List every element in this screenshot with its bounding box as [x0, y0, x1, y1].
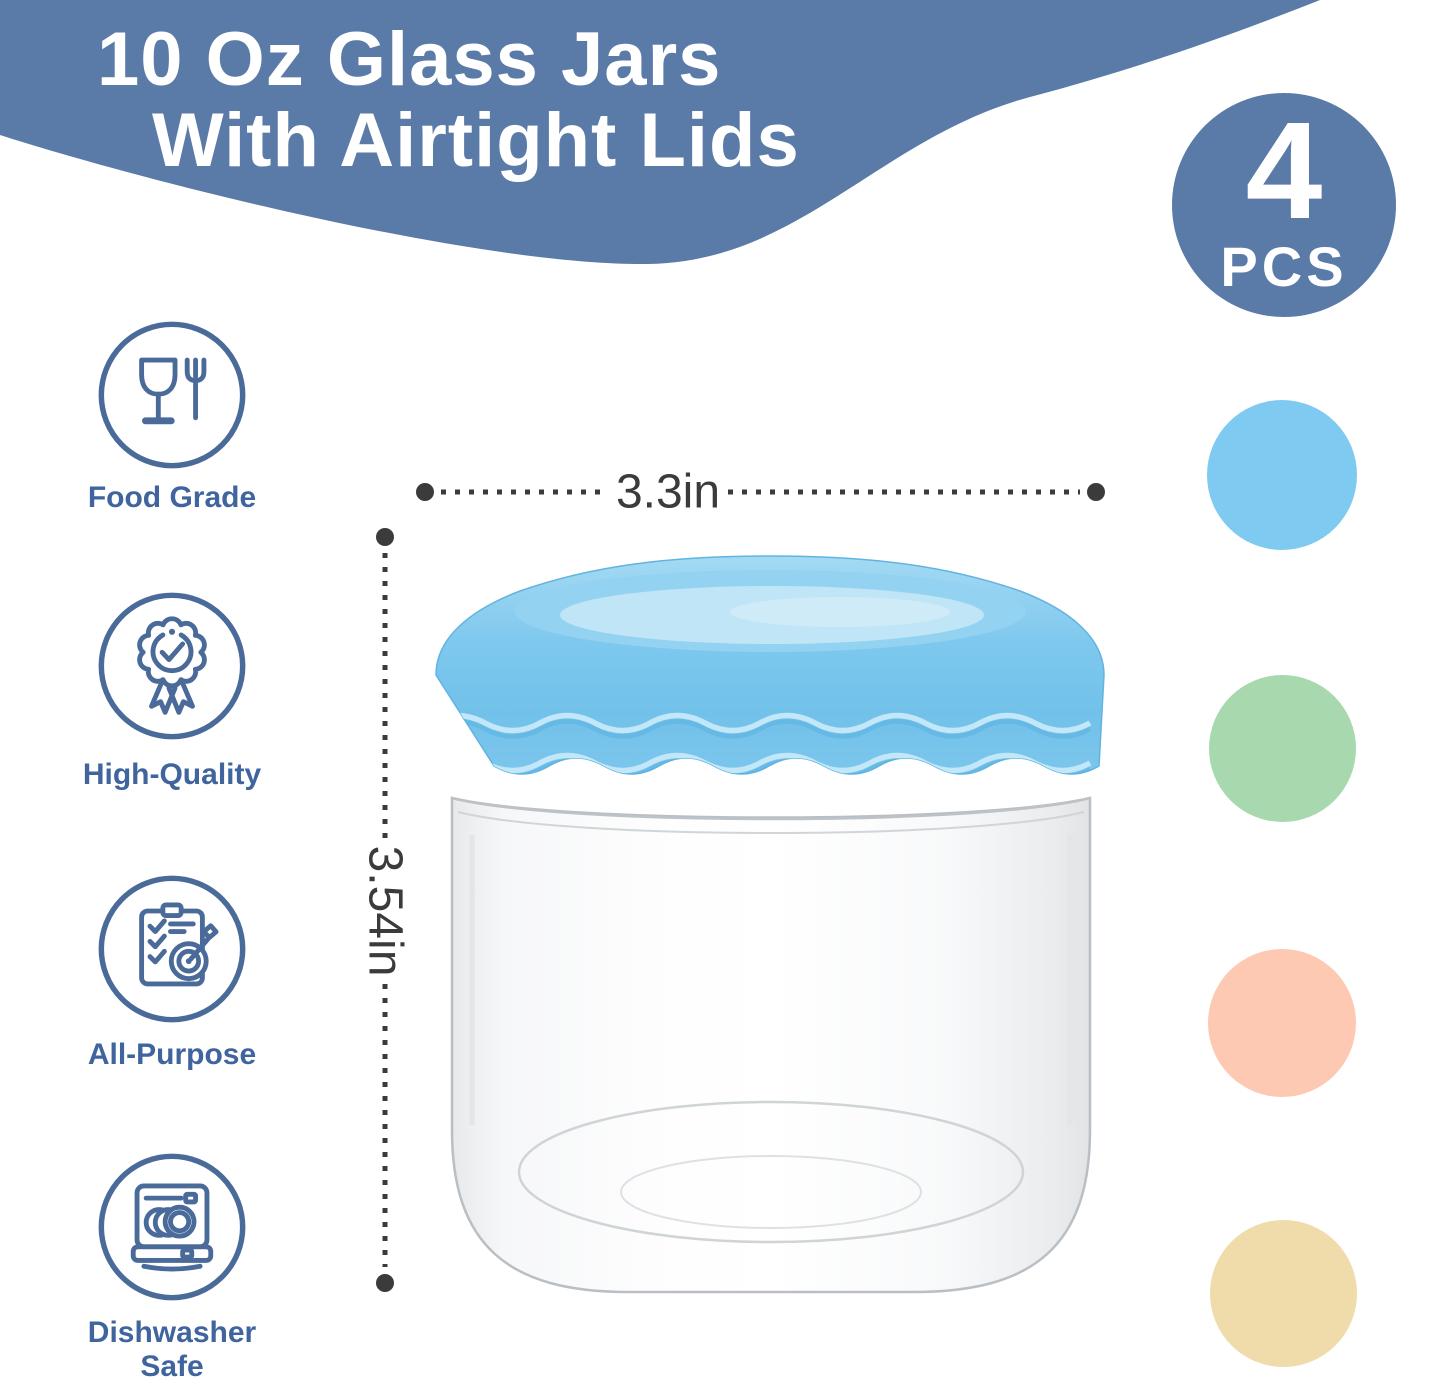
quality-badge-icon	[98, 592, 246, 740]
lid-color-swatch-yellow	[1210, 1220, 1357, 1367]
piece-count-badge: 4 PCS	[1172, 93, 1396, 317]
lid-color-swatch-blue	[1207, 400, 1357, 550]
food-grade-icon	[98, 321, 246, 469]
feature-label: All-Purpose	[87, 1038, 257, 1071]
badge-unit: PCS	[1220, 235, 1348, 299]
header-banner-shape	[0, 0, 1320, 265]
glass-jar-body	[450, 796, 1092, 1294]
feature-label: Food Grade	[87, 481, 257, 514]
height-dimension-label: 3.54in	[359, 846, 412, 977]
all-purpose-icon	[98, 875, 246, 1023]
lid-color-swatch-pink	[1208, 949, 1356, 1097]
page-title-line1: 10 Oz Glass Jars	[97, 17, 722, 102]
width-dimension: 3.3in	[416, 466, 1105, 519]
height-dimension: 3.54in	[359, 528, 412, 1292]
page-title-line2: With Airtight Lids	[152, 98, 800, 183]
dishwasher-safe-icon	[98, 1153, 246, 1301]
lid-color-swatch-green	[1209, 675, 1356, 822]
feature-label: Dishwasher Safe	[87, 1316, 257, 1382]
width-dimension-label: 3.3in	[616, 466, 720, 519]
badge-count: 4	[1245, 93, 1323, 248]
feature-label: High-Quality	[82, 758, 262, 791]
jar-lid	[435, 555, 1105, 775]
